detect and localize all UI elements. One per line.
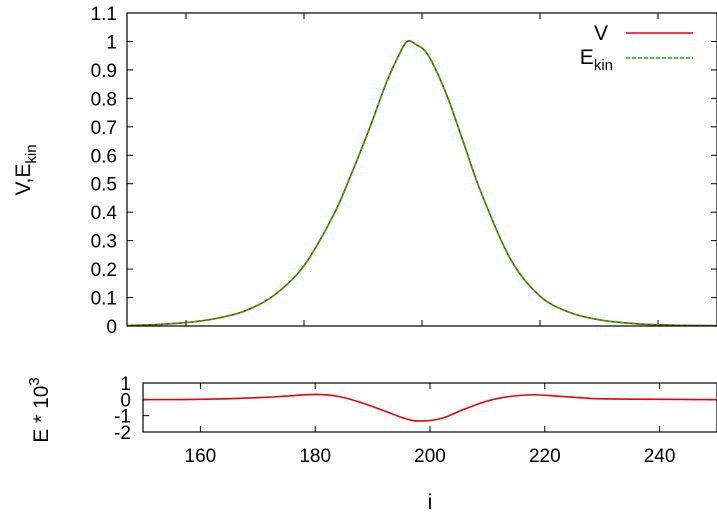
bottom-y-tick-labels: -2-101	[114, 374, 149, 444]
top-y-tick-label: 0	[106, 317, 117, 338]
bottom-x-tick-labels: 160 180 200 220 240	[185, 383, 676, 467]
top-y-tick-label: 0.1	[91, 289, 117, 310]
legend: V Ekin	[580, 22, 693, 74]
top-y-tick-label: 0.2	[91, 260, 117, 281]
top-plot-frame	[126, 12, 717, 327]
top-y-tick-label: 0.3	[91, 232, 117, 253]
top-y-tick-label: 0.4	[91, 203, 118, 224]
bottom-y-tick-label: 1	[120, 374, 131, 395]
bottom-x-tick-label: 160	[185, 446, 217, 467]
energy-error-panel: -2-101 160 180 200 220 240 E * 103 i	[26, 374, 717, 514]
series-line-ekin	[126, 40, 717, 327]
bottom-x-tick-label: 180	[299, 446, 331, 467]
bottom-y-tick-label: 0	[120, 390, 131, 411]
top-y-axis-label-sub: kin	[23, 144, 40, 163]
bottom-y-axis-label: E * 103	[26, 377, 53, 443]
top-y-tick-label: 0.9	[91, 61, 117, 82]
legend-label-ekin: Ekin	[580, 46, 613, 74]
bottom-series-lines	[142, 393, 717, 422]
bottom-x-tick-label: 240	[644, 446, 676, 467]
x-axis-label: i	[428, 491, 433, 514]
bottom-y-axis-label-base: E * 10	[30, 386, 53, 443]
top-y-tick-label: 0.7	[91, 118, 117, 139]
legend-label-v: V	[594, 22, 608, 45]
top-y-tick-label: 0.8	[91, 89, 117, 110]
top-series-lines	[126, 40, 717, 327]
top-y-tick-labels: 0 0.1 0.2 0.3 0.4 0.5 0.6 0.7 0.8 0.9 1 1.1	[91, 4, 717, 338]
bottom-y-axis-label-sup: 3	[26, 377, 43, 385]
potential-kinetic-panel: 00.10.20.30.40.50.60.70.80.911.1 V,Ekin …	[12, 4, 717, 338]
series-line-energy-error	[142, 393, 717, 422]
top-y-tick-label: 1.1	[91, 4, 117, 25]
series-line-v	[126, 40, 717, 327]
legend-entry-ekin: Ekin	[580, 46, 693, 74]
bottom-x-tick-label: 220	[529, 446, 561, 467]
bottom-y-tick-label: -2	[114, 423, 131, 444]
top-y-tick-label: 0.6	[91, 146, 117, 167]
top-y-axis-label-base: V,E	[12, 164, 35, 196]
bottom-plot-frame	[142, 382, 717, 433]
top-y-tick-label: 0.5	[91, 175, 117, 196]
bottom-x-tick-label: 200	[414, 446, 446, 467]
legend-entry-v: V	[594, 22, 693, 45]
top-y-axis-label: V,Ekin	[12, 144, 40, 195]
top-y-tick-label: 1	[106, 32, 117, 53]
bottom-y-tick-label: -1	[114, 407, 131, 428]
